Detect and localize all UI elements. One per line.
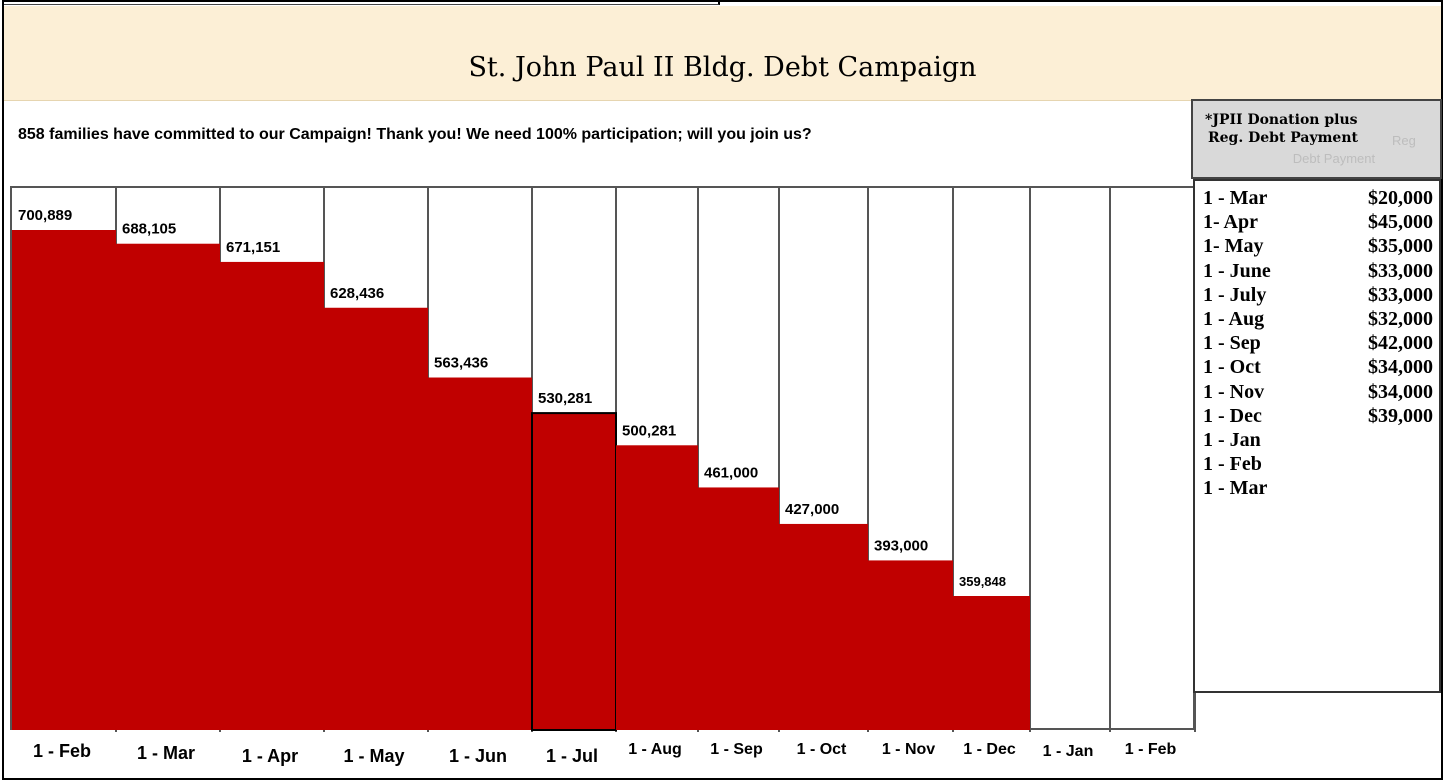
schedule-row: 1 - Dec $39,000	[1203, 405, 1437, 429]
x-tick-label: 1 - Sep	[710, 741, 763, 758]
header-banner: St. John Paul II Bldg. Debt Campaign	[4, 6, 1441, 101]
bar	[324, 307, 428, 730]
schedule-month: 1 - Aug	[1203, 308, 1265, 330]
x-tick-label: 1 - Nov	[881, 741, 936, 758]
x-tick-label: 1 - Apr	[241, 746, 299, 766]
schedule-row: 1 - Jan	[1203, 429, 1437, 453]
side-panel-header: *JPII Donation plus Reg. Debt Payment	[1191, 99, 1442, 179]
x-tick-label: 1 - Dec	[963, 741, 1016, 758]
schedule-amount: $20,000	[1368, 187, 1433, 209]
x-tick-label: 1 - Feb	[32, 741, 91, 761]
schedule-row: 1 - Aug $32,000	[1203, 308, 1437, 332]
schedule-month: 1 - Mar	[1203, 477, 1268, 500]
x-tick-label: 1 - May	[343, 746, 405, 766]
x-tick-label: 1 - Jan	[1042, 743, 1094, 760]
bar	[616, 445, 698, 730]
schedule-amount: $34,000	[1368, 356, 1433, 379]
schedule-amount: $39,000	[1368, 404, 1433, 427]
schedule-month: 1 - Oct	[1203, 356, 1261, 379]
debt-bar-chart: 700,889 688,105 671,151 628,436 563,436 530,2…	[10, 186, 1196, 732]
schedule-amount: $45,000	[1368, 211, 1433, 234]
side-panel-ghost-text: Reg Debt Payment	[1252, 132, 1416, 168]
chart-svg: 700,889 688,105 671,151 628,436 563,436 530,2…	[12, 188, 1196, 732]
data-label: 530,281	[538, 390, 592, 407]
schedule-month: 1 - June	[1203, 259, 1271, 282]
schedule-row: 1 - Oct $34,000	[1203, 356, 1437, 380]
schedule-amount: $34,000	[1368, 380, 1433, 403]
data-label: 688,105	[122, 221, 176, 238]
schedule-month: 1- Apr	[1203, 211, 1258, 234]
schedule-month: 1 - July	[1203, 283, 1267, 306]
x-tick-label: 1 - Oct	[796, 741, 847, 758]
x-tick-label: 1 - Aug	[628, 741, 682, 758]
schedule-row: 1 - Feb	[1203, 453, 1437, 477]
data-label: 359,848	[959, 574, 1006, 589]
schedule-row: 1 - Mar $20,000	[1203, 187, 1437, 211]
bar	[698, 487, 779, 730]
x-tick-label: 1 - Mar	[136, 743, 196, 763]
side-panel-title: *JPII Donation plus Reg. Debt Payment	[1205, 111, 1358, 147]
x-tick-label: 1 - Jul	[545, 746, 598, 766]
schedule-month: 1 - Mar	[1203, 187, 1268, 209]
data-label: 671,151	[226, 239, 280, 256]
bar	[531, 412, 617, 731]
data-label: 427,000	[785, 501, 839, 518]
data-label: 500,281	[622, 422, 676, 439]
bar	[220, 261, 324, 730]
participation-message: 858 families have committed to our Campa…	[18, 126, 812, 143]
x-tick-label: 1 - Jun	[448, 746, 507, 766]
bar	[868, 560, 953, 730]
data-label: 393,000	[874, 537, 928, 554]
bar	[116, 243, 220, 730]
data-label: 628,436	[330, 285, 384, 302]
bar	[12, 230, 116, 730]
ghost-line1: Reg	[1392, 133, 1416, 148]
schedule-month: 1 - Feb	[1203, 453, 1262, 476]
schedule-row: 1- Apr $45,000	[1203, 211, 1437, 235]
schedule-amount: $33,000	[1368, 259, 1433, 282]
bar	[428, 377, 532, 730]
schedule-month: 1 - Jan	[1203, 429, 1261, 451]
side-panel-title-line1: *JPII Donation plus	[1205, 112, 1358, 128]
schedule-month: 1 - Nov	[1203, 380, 1265, 403]
payment-schedule-list: 1 - Mar $20,000 1- Apr $45,000 1- May $35,000…	[1193, 179, 1441, 693]
data-label: 563,436	[434, 355, 488, 372]
data-label: 461,000	[704, 464, 758, 481]
page-title: St. John Paul II Bldg. Debt Campaign	[468, 52, 977, 83]
bar	[779, 523, 868, 730]
schedule-row: 1 - Nov $34,000	[1203, 381, 1437, 405]
schedule-row: 1 - Mar	[1203, 477, 1437, 501]
top-strip	[2, 0, 720, 5]
side-panel-title-line2: Reg. Debt Payment	[1208, 130, 1358, 146]
schedule-row: 1 - July $33,000	[1203, 284, 1437, 308]
bar	[953, 596, 1030, 730]
schedule-row: 1 - Sep $42,000	[1203, 332, 1437, 356]
schedule-month: 1 - Sep	[1203, 332, 1261, 355]
schedule-amount: $32,000	[1368, 308, 1433, 330]
schedule-row: 1 - June $33,000	[1203, 260, 1437, 284]
schedule-row: 1- May $35,000	[1203, 235, 1437, 259]
schedule-month: 1 - Dec	[1203, 404, 1262, 427]
schedule-amount: $42,000	[1368, 332, 1433, 355]
x-tick-label: 1 - Feb	[1124, 741, 1177, 758]
schedule-amount: $33,000	[1368, 283, 1433, 306]
schedule-amount: $35,000	[1368, 235, 1433, 258]
ghost-line2: Debt Payment	[1292, 151, 1376, 166]
schedule-month: 1- May	[1203, 235, 1264, 258]
data-label: 700,889	[18, 207, 72, 224]
